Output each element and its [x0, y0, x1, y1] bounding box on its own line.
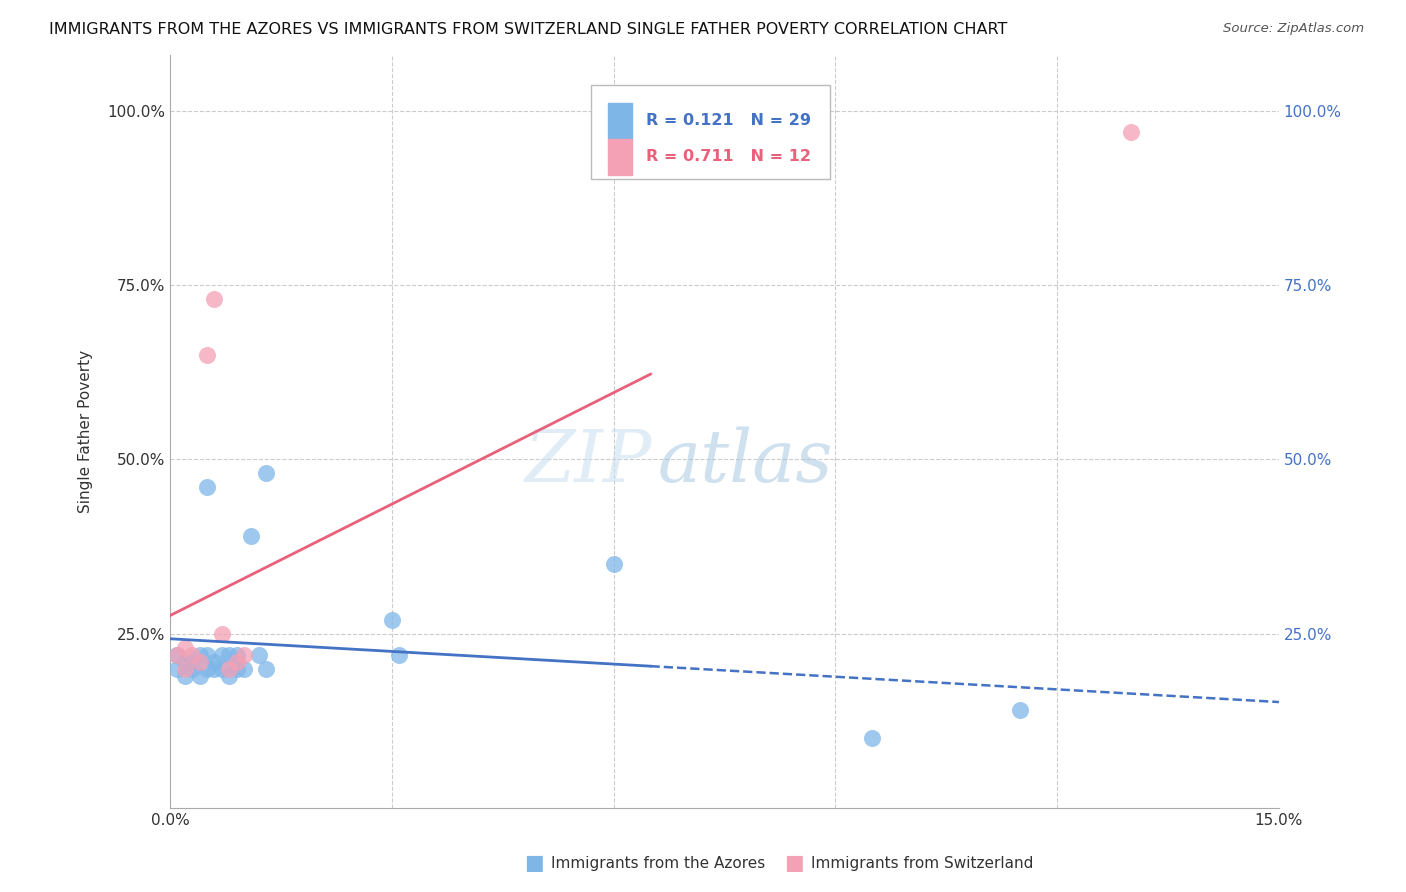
Point	[218, 668, 240, 682]
Point	[202, 655, 225, 669]
Y-axis label: Single Father Poverty: Single Father Poverty	[79, 350, 93, 513]
FancyBboxPatch shape	[592, 86, 830, 179]
Point	[218, 648, 240, 662]
Point	[602, 557, 624, 571]
Point	[202, 292, 225, 306]
Point	[181, 648, 204, 662]
Text: Immigrants from the Azores: Immigrants from the Azores	[551, 856, 765, 871]
Text: R = 0.121   N = 29: R = 0.121 N = 29	[645, 113, 811, 128]
Point	[173, 668, 195, 682]
Point	[188, 655, 211, 669]
Point	[860, 731, 883, 746]
Point	[233, 662, 256, 676]
Point	[225, 655, 247, 669]
Point	[247, 648, 270, 662]
Text: Immigrants from Switzerland: Immigrants from Switzerland	[811, 856, 1033, 871]
Point	[195, 662, 218, 676]
Point	[202, 662, 225, 676]
Point	[1119, 125, 1142, 139]
Point	[173, 655, 195, 669]
Text: ■: ■	[785, 854, 804, 873]
Text: atlas: atlas	[658, 426, 834, 497]
Text: ZIP: ZIP	[524, 426, 652, 497]
Point	[195, 648, 218, 662]
Point	[1010, 703, 1032, 717]
Point	[381, 613, 404, 627]
Point	[388, 648, 411, 662]
Text: Source: ZipAtlas.com: Source: ZipAtlas.com	[1223, 22, 1364, 36]
Point	[240, 529, 263, 543]
Point	[211, 648, 233, 662]
Point	[195, 348, 218, 362]
Point	[181, 655, 204, 669]
Point	[166, 648, 188, 662]
Text: R = 0.711   N = 12: R = 0.711 N = 12	[645, 149, 811, 164]
Point	[225, 662, 247, 676]
Point	[188, 648, 211, 662]
Point	[254, 467, 277, 481]
Bar	[607, 139, 633, 175]
Point	[181, 662, 204, 676]
Text: ■: ■	[524, 854, 544, 873]
Point	[225, 648, 247, 662]
Point	[188, 668, 211, 682]
Point	[166, 648, 188, 662]
Point	[173, 662, 195, 676]
Point	[233, 648, 256, 662]
Point	[254, 662, 277, 676]
Point	[195, 480, 218, 494]
Point	[211, 662, 233, 676]
Point	[173, 640, 195, 655]
Bar	[607, 103, 633, 139]
Text: IMMIGRANTS FROM THE AZORES VS IMMIGRANTS FROM SWITZERLAND SINGLE FATHER POVERTY : IMMIGRANTS FROM THE AZORES VS IMMIGRANTS…	[49, 22, 1008, 37]
Point	[211, 627, 233, 641]
Point	[166, 662, 188, 676]
Point	[218, 662, 240, 676]
